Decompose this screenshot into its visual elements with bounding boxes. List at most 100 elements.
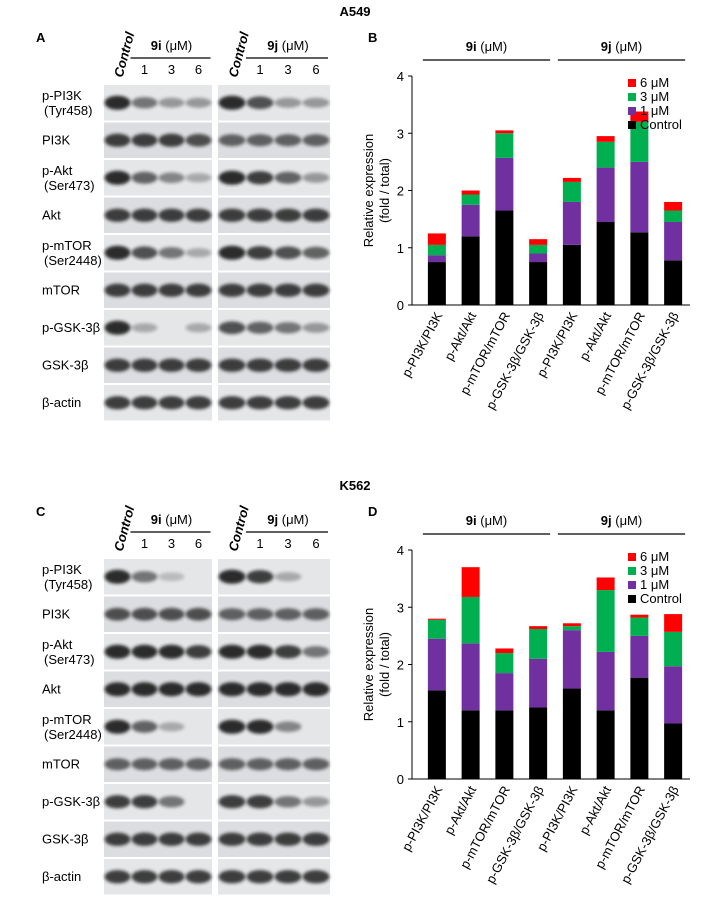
group-unit: (μM) [282,512,309,527]
bar-segment [664,201,683,211]
y-tick-label: 0 [397,298,404,313]
bar-segment [495,157,514,211]
blot-band [218,134,246,147]
group-label: 9i (μM) [466,39,507,54]
blot-row-label: GSK-3β [42,832,89,847]
blot-band [131,832,158,846]
blot-band [131,720,158,733]
x-tick-label: p-Akt/Akt [441,783,479,837]
bar-segment [529,629,548,659]
blot-band [158,283,185,297]
dose-label: 1 [141,536,148,551]
blot-band [158,796,185,808]
bar-segment [664,210,683,222]
blot-band [104,607,131,621]
blot-row-site: (Tyr458) [44,103,92,118]
blot-row-label: β-actin [42,869,81,884]
blot-row-label: mTOR [42,757,80,772]
blot-row-label: β-actin [42,395,81,410]
bar-segment [427,638,446,691]
blot-band [246,832,274,846]
blot-band [131,758,158,771]
blot-band [246,396,274,410]
cell-line-title: K562 [339,478,370,493]
y-tick-label: 2 [397,184,404,199]
bar-segment [461,643,480,711]
bar-segment [630,635,649,678]
y-tick-label: 2 [397,658,404,673]
lane-control-label: Control [225,30,252,79]
legend-swatch [628,553,636,561]
blot-band [104,358,131,372]
y-tick-label: 1 [397,715,404,730]
bar-segment [495,710,514,779]
bar-segment [596,651,615,711]
bar-segment [630,121,649,162]
blot-row-site: (Tyr458) [44,577,92,592]
bar-segment [495,648,514,654]
blot-band [274,645,302,659]
bar-segment [529,262,548,305]
blot-band [218,682,246,697]
bar-segment [664,260,683,305]
dose-label: 6 [195,536,202,551]
legend-label: 6 μM [640,549,669,564]
blot-band [158,247,185,259]
bar-segment [461,236,480,305]
legend-swatch [628,107,636,115]
group-name: 9j [267,512,278,527]
blot-band [302,97,330,108]
legend-swatch [628,567,636,575]
blot-band [218,795,246,809]
y-tick-label: 0 [397,772,404,787]
bar-segment [562,623,581,627]
blot-row-label: p-mTOR [42,712,92,727]
blot-band [302,682,330,697]
bar-segment [529,626,548,630]
group-label: 9j (μM) [267,38,308,53]
group-name: 9j [601,513,612,528]
blot-band [218,644,246,659]
blot-band [104,644,131,659]
blot-row-label: p-PI3K [42,562,82,577]
blot-band [302,283,330,297]
group-label: 9j (μM) [601,513,642,528]
blot-row-label: Akt [42,682,61,697]
legend-label: Control [640,591,682,606]
blot-band [104,758,131,771]
blot-band [218,870,246,884]
blot-band [274,758,302,771]
group-unit: (μM) [165,512,192,527]
blot-band [185,208,212,222]
panel-letter: C [36,504,46,519]
bar-segment [630,614,649,618]
legend-label: 6 μM [640,75,669,90]
blot-band [131,396,158,410]
blot-band [302,134,330,147]
bar-segment [630,232,649,305]
bar-segment [461,596,480,644]
legend-label: 3 μM [640,89,669,104]
blot-band [218,95,246,110]
blot-band [104,320,131,335]
bar-segment [562,181,581,202]
blot-band [104,95,131,110]
bar-segment [427,262,446,305]
bar-segment [461,194,480,205]
blot-band [104,396,131,410]
bar-segment [495,133,514,158]
blot-band [274,796,302,808]
bar-segment [562,688,581,779]
x-tick-label: p-Akt/Akt [441,309,479,363]
blot-band [185,248,212,258]
blot-band [218,208,246,222]
x-tick-label: p-Akt/Akt [576,309,614,363]
blot-band [302,832,330,846]
blot-band [246,758,274,771]
legend-swatch [628,79,636,87]
blot-band [158,644,185,659]
bar-segment [664,666,683,724]
blot-band [158,208,185,222]
blot-band [185,758,212,771]
